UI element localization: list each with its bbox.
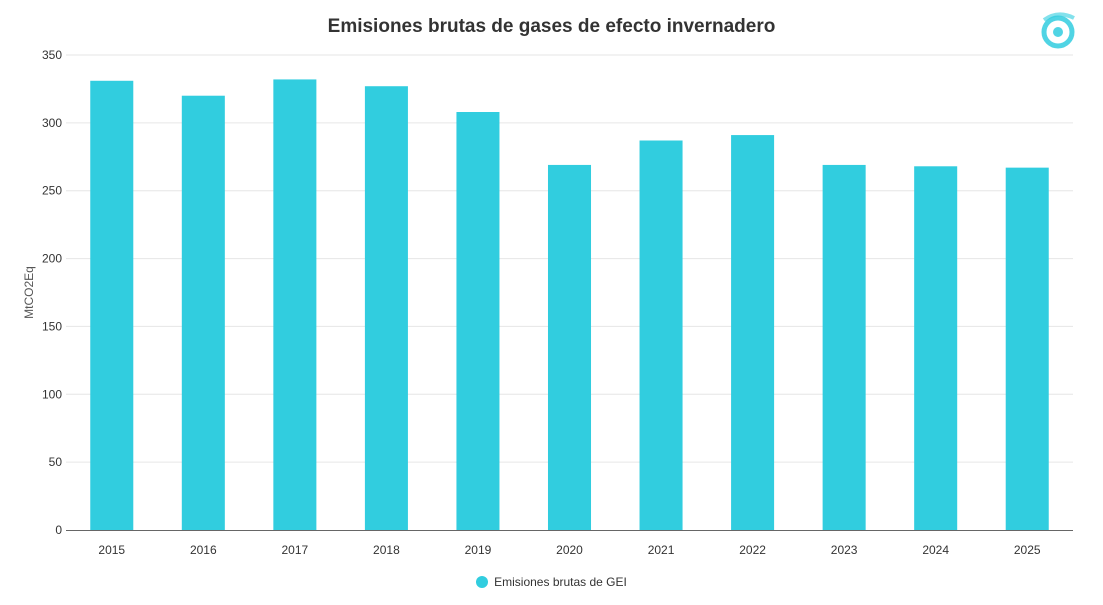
bar-2025[interactable]	[1005, 167, 1049, 530]
bars	[90, 79, 1049, 531]
x-tick-label: 2017	[282, 543, 309, 557]
y-tick-label: 250	[42, 184, 62, 198]
x-axis-ticks: 2015 2016 2017 2018 2019 2020 2021 2022 2023 2024…	[98, 543, 1040, 557]
x-tick-label: 2020	[556, 543, 583, 557]
x-tick-label: 2019	[465, 543, 492, 557]
x-tick-label: 2025	[1014, 543, 1041, 557]
x-tick-label: 2018	[373, 543, 400, 557]
legend-marker	[476, 576, 489, 588]
legend: Emisiones brutas de GEI	[0, 575, 1103, 591]
bar-2019[interactable]	[456, 112, 500, 530]
x-tick-label: 2015	[98, 543, 125, 557]
x-tick-label: 2022	[739, 543, 766, 557]
bar-2020[interactable]	[547, 164, 592, 530]
y-tick-label: 300	[42, 116, 62, 130]
x-tick-label: 2023	[831, 543, 858, 557]
y-tick-label: 0	[55, 523, 62, 537]
x-tick-label: 2024	[922, 543, 949, 557]
x-tick-label: 2016	[190, 543, 217, 557]
y-tick-label: 50	[49, 455, 63, 469]
y-axis-ticks: 0 50 100 150 200 250 300 350	[42, 48, 62, 537]
bar-2018[interactable]	[364, 86, 408, 530]
y-axis-label: MtCO2Eq	[22, 266, 36, 319]
bar-2022[interactable]	[731, 135, 775, 531]
bar-2016[interactable]	[181, 95, 225, 530]
y-tick-label: 200	[42, 252, 62, 266]
bar-2015[interactable]	[90, 80, 134, 531]
x-tick-label: 2021	[648, 543, 675, 557]
legend-item[interactable]: Emisiones brutas de GEI	[476, 575, 627, 589]
bar-2021[interactable]	[639, 140, 683, 531]
y-tick-label: 150	[42, 319, 62, 333]
legend-label: Emisiones brutas de GEI	[494, 575, 627, 589]
y-tick-label: 350	[42, 48, 62, 62]
bar-2024[interactable]	[914, 166, 958, 531]
chart-title: Emisiones brutas de gases de efecto inve…	[327, 16, 776, 37]
brand-logo-icon	[1041, 12, 1075, 49]
y-tick-label: 100	[42, 387, 62, 401]
bar-2023[interactable]	[822, 164, 866, 530]
bar-2017[interactable]	[273, 79, 317, 530]
